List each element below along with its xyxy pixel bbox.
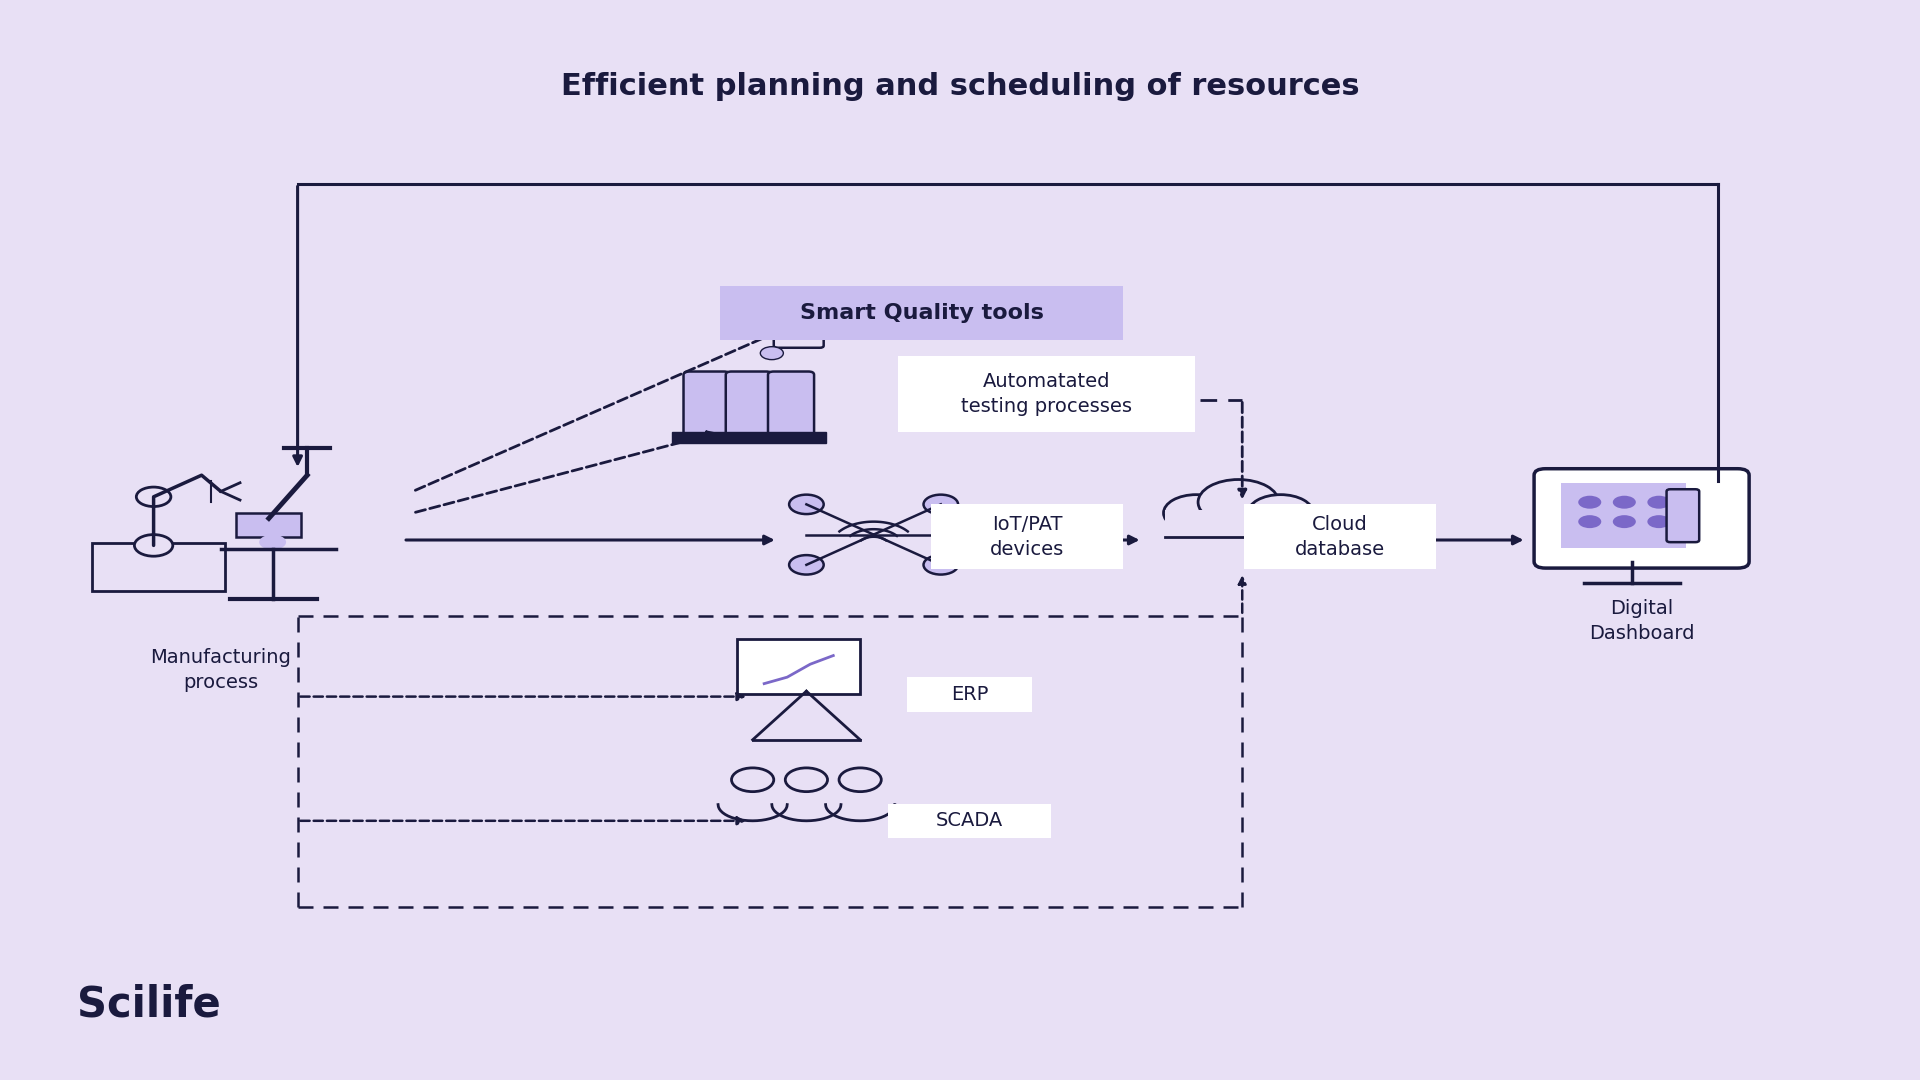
FancyBboxPatch shape bbox=[737, 639, 860, 694]
Circle shape bbox=[1578, 496, 1601, 509]
Text: Digital
Dashboard: Digital Dashboard bbox=[1590, 599, 1693, 644]
Circle shape bbox=[789, 555, 824, 575]
FancyBboxPatch shape bbox=[768, 372, 814, 441]
Circle shape bbox=[1164, 495, 1229, 531]
Text: Manufacturing
process: Manufacturing process bbox=[150, 648, 292, 692]
FancyBboxPatch shape bbox=[1165, 510, 1311, 537]
Text: Smart Quality tools: Smart Quality tools bbox=[799, 303, 1044, 323]
FancyBboxPatch shape bbox=[774, 330, 824, 348]
FancyBboxPatch shape bbox=[720, 286, 1123, 340]
FancyBboxPatch shape bbox=[684, 372, 730, 441]
Circle shape bbox=[1647, 496, 1670, 509]
Circle shape bbox=[1613, 496, 1636, 509]
FancyBboxPatch shape bbox=[1534, 469, 1749, 568]
FancyBboxPatch shape bbox=[887, 804, 1052, 838]
FancyBboxPatch shape bbox=[92, 543, 225, 591]
FancyBboxPatch shape bbox=[1244, 504, 1436, 569]
Text: Scilife: Scilife bbox=[77, 984, 221, 1025]
FancyBboxPatch shape bbox=[908, 677, 1033, 712]
Text: IoT/PAT
devices: IoT/PAT devices bbox=[991, 515, 1064, 558]
FancyBboxPatch shape bbox=[1561, 483, 1686, 548]
Circle shape bbox=[1248, 495, 1313, 531]
Circle shape bbox=[1198, 480, 1279, 525]
FancyBboxPatch shape bbox=[899, 356, 1194, 432]
Circle shape bbox=[1613, 515, 1636, 528]
FancyBboxPatch shape bbox=[726, 372, 772, 441]
Circle shape bbox=[1578, 515, 1601, 528]
FancyBboxPatch shape bbox=[236, 513, 301, 537]
Circle shape bbox=[924, 555, 958, 575]
Text: SCADA: SCADA bbox=[935, 811, 1004, 831]
FancyBboxPatch shape bbox=[1667, 489, 1699, 542]
Text: Cloud
database: Cloud database bbox=[1296, 515, 1384, 558]
Circle shape bbox=[924, 495, 958, 514]
Circle shape bbox=[760, 347, 783, 360]
Circle shape bbox=[134, 535, 173, 556]
FancyBboxPatch shape bbox=[672, 432, 826, 443]
Text: ERP: ERP bbox=[950, 685, 989, 704]
Circle shape bbox=[136, 487, 171, 507]
FancyBboxPatch shape bbox=[931, 504, 1123, 569]
Circle shape bbox=[1647, 515, 1670, 528]
Text: Efficient planning and scheduling of resources: Efficient planning and scheduling of res… bbox=[561, 72, 1359, 100]
Circle shape bbox=[259, 535, 286, 550]
Text: Automatated
testing processes: Automatated testing processes bbox=[960, 373, 1133, 416]
Circle shape bbox=[789, 495, 824, 514]
